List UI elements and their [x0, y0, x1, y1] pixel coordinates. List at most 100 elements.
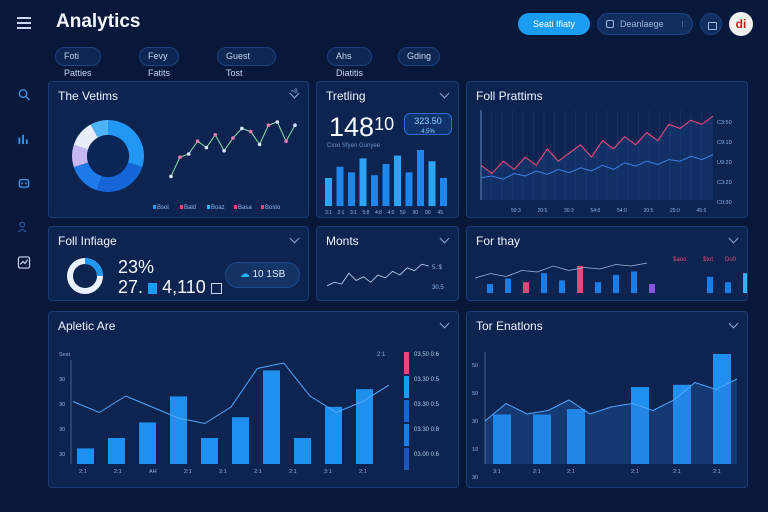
x-tick-label: 2:1 — [79, 469, 87, 475]
data-point — [240, 126, 244, 131]
x-tick-label: 2:1 — [114, 469, 122, 475]
bar — [371, 175, 378, 206]
data-point — [222, 149, 226, 153]
filter-chip[interactable]: Gding — [398, 47, 441, 66]
app-title: Analytics — [56, 11, 141, 32]
x-tick-label: 3:1 — [493, 469, 501, 475]
amount-chip — [148, 282, 158, 294]
x-tick-label: 4:8 — [375, 210, 382, 216]
bar — [356, 389, 373, 464]
bar — [743, 273, 747, 293]
y-tick-label: 30 — [59, 452, 65, 458]
series-line — [326, 263, 430, 287]
filter-chip[interactable]: Guest Tost Rengetive — [217, 47, 276, 95]
lock-icon[interactable] — [700, 13, 722, 35]
data-point — [169, 174, 173, 179]
bar-series: 50 50 30 10 30 3:1 2:1 2:1 2:1 2:1 2:1 — [472, 352, 738, 481]
bar — [348, 172, 355, 206]
bar — [533, 414, 551, 464]
trending-bar-chart: 3:1 2:1 3:1 5:8 4:8 4:0 50 90 90 45 — [325, 150, 447, 216]
card-trending: Tretling 14810 323.50 4.5% Cioxi Sfyen G… — [316, 81, 459, 218]
card-title: Tretling — [326, 89, 366, 103]
robot-icon[interactable] — [17, 176, 31, 189]
x-tick-label: 30:3 — [564, 208, 574, 214]
chart-legend: Bsol Bald Boaz Basa Bosto — [153, 205, 281, 211]
metric-badge: 323.50 4.5% — [404, 113, 452, 135]
data-point — [275, 120, 280, 124]
area-fill — [485, 379, 737, 464]
bar — [428, 161, 436, 206]
bar — [541, 273, 547, 293]
bar-series — [474, 262, 747, 293]
y-tick-label: C3:50 — [717, 120, 732, 126]
pill-text: 10 1SB — [252, 269, 286, 280]
y-tick-label: C0:30 — [717, 200, 732, 206]
bar — [713, 354, 731, 464]
donut-slice — [96, 162, 143, 192]
bar — [559, 280, 565, 293]
search-input[interactable]: Deanlaege ⁝ — [597, 13, 693, 35]
chart-tag: $tot — [703, 257, 713, 263]
legend-swatch — [404, 448, 409, 470]
top-bar: Analytics Seati Ifiaty Deanlaege ⁝ di — [0, 0, 768, 46]
bar-series: 3:1 2:1 3:1 5:8 4:8 4:0 50 90 90 45 — [325, 150, 447, 216]
data-point — [195, 139, 200, 143]
donut-slice — [108, 120, 144, 168]
fold-line-chart: C3:50 C9:10 U9:20 C3:20 C0:30 50:3 20:5 30:3 54:… — [480, 110, 732, 214]
bar — [493, 414, 511, 464]
search-options-icon[interactable]: ⁝ — [681, 19, 684, 29]
data-point — [213, 133, 218, 137]
x-tick-label: 2:1 — [673, 469, 681, 475]
bar-chart-icon[interactable] — [17, 132, 31, 145]
line-chart — [169, 120, 297, 179]
chevron-down-icon[interactable] — [289, 233, 300, 244]
filter-chip[interactable]: Ahs Diatitis — [327, 47, 372, 78]
users-icon[interactable] — [17, 220, 31, 233]
metric-sup: 10 — [374, 114, 395, 134]
filter-chip[interactable]: Foti Patties — [55, 47, 101, 78]
x-tick-label: 25:0 — [670, 208, 680, 214]
card-forthey: For thay $aoo $tot Do0 — [466, 226, 748, 301]
x-tick-label: 20:5 — [644, 208, 654, 214]
bar — [631, 271, 637, 293]
legend-label: 03.30 0:8 — [414, 427, 440, 433]
legend-label: Basa — [238, 205, 252, 211]
bar — [613, 275, 619, 293]
bar — [505, 278, 511, 293]
search-placeholder: Deanlaege — [620, 19, 664, 29]
y-tick-label: C9:10 — [717, 140, 732, 146]
card-title: Foll Prattims — [476, 89, 543, 103]
bar — [440, 178, 447, 206]
chart-tag: 5.:$ — [432, 265, 443, 271]
data-point — [231, 136, 235, 140]
bar — [487, 284, 493, 293]
bar — [577, 266, 583, 293]
info-pill[interactable]: ☁ 10 1SB — [225, 262, 300, 288]
menu-icon[interactable] — [17, 17, 31, 29]
bar — [325, 406, 342, 464]
card-volume: The Vetims ≈8 Bsol Bald Boaz Basa Bosto — [48, 81, 309, 218]
series-line — [484, 378, 738, 422]
card-title: For thay — [476, 234, 521, 248]
x-tick-label: 3:1 — [324, 469, 332, 475]
y-tick-label: U9:20 — [717, 160, 732, 166]
x-tick-label: 3:1 — [350, 210, 357, 216]
bar — [405, 172, 413, 206]
bar — [595, 282, 601, 293]
data-point — [186, 152, 191, 156]
bar — [139, 422, 156, 464]
trend-icon[interactable] — [17, 256, 31, 269]
cloud-icon: ☁ — [239, 269, 250, 280]
donut-chart — [72, 120, 144, 192]
avatar[interactable]: di — [729, 12, 753, 36]
bar — [263, 370, 280, 464]
line-series — [326, 263, 430, 287]
chart-tag: 2:1 — [377, 352, 386, 358]
filter-chip[interactable]: Fevy Fatits — [139, 47, 179, 78]
search-icon[interactable] — [17, 88, 31, 101]
primary-button[interactable]: Seati Ifiaty — [518, 13, 590, 35]
donut-slice — [72, 144, 89, 168]
card-title: Tor Enatlons — [476, 319, 543, 333]
bar — [77, 448, 94, 464]
amount-value: 27. 4,110 — [118, 277, 222, 298]
